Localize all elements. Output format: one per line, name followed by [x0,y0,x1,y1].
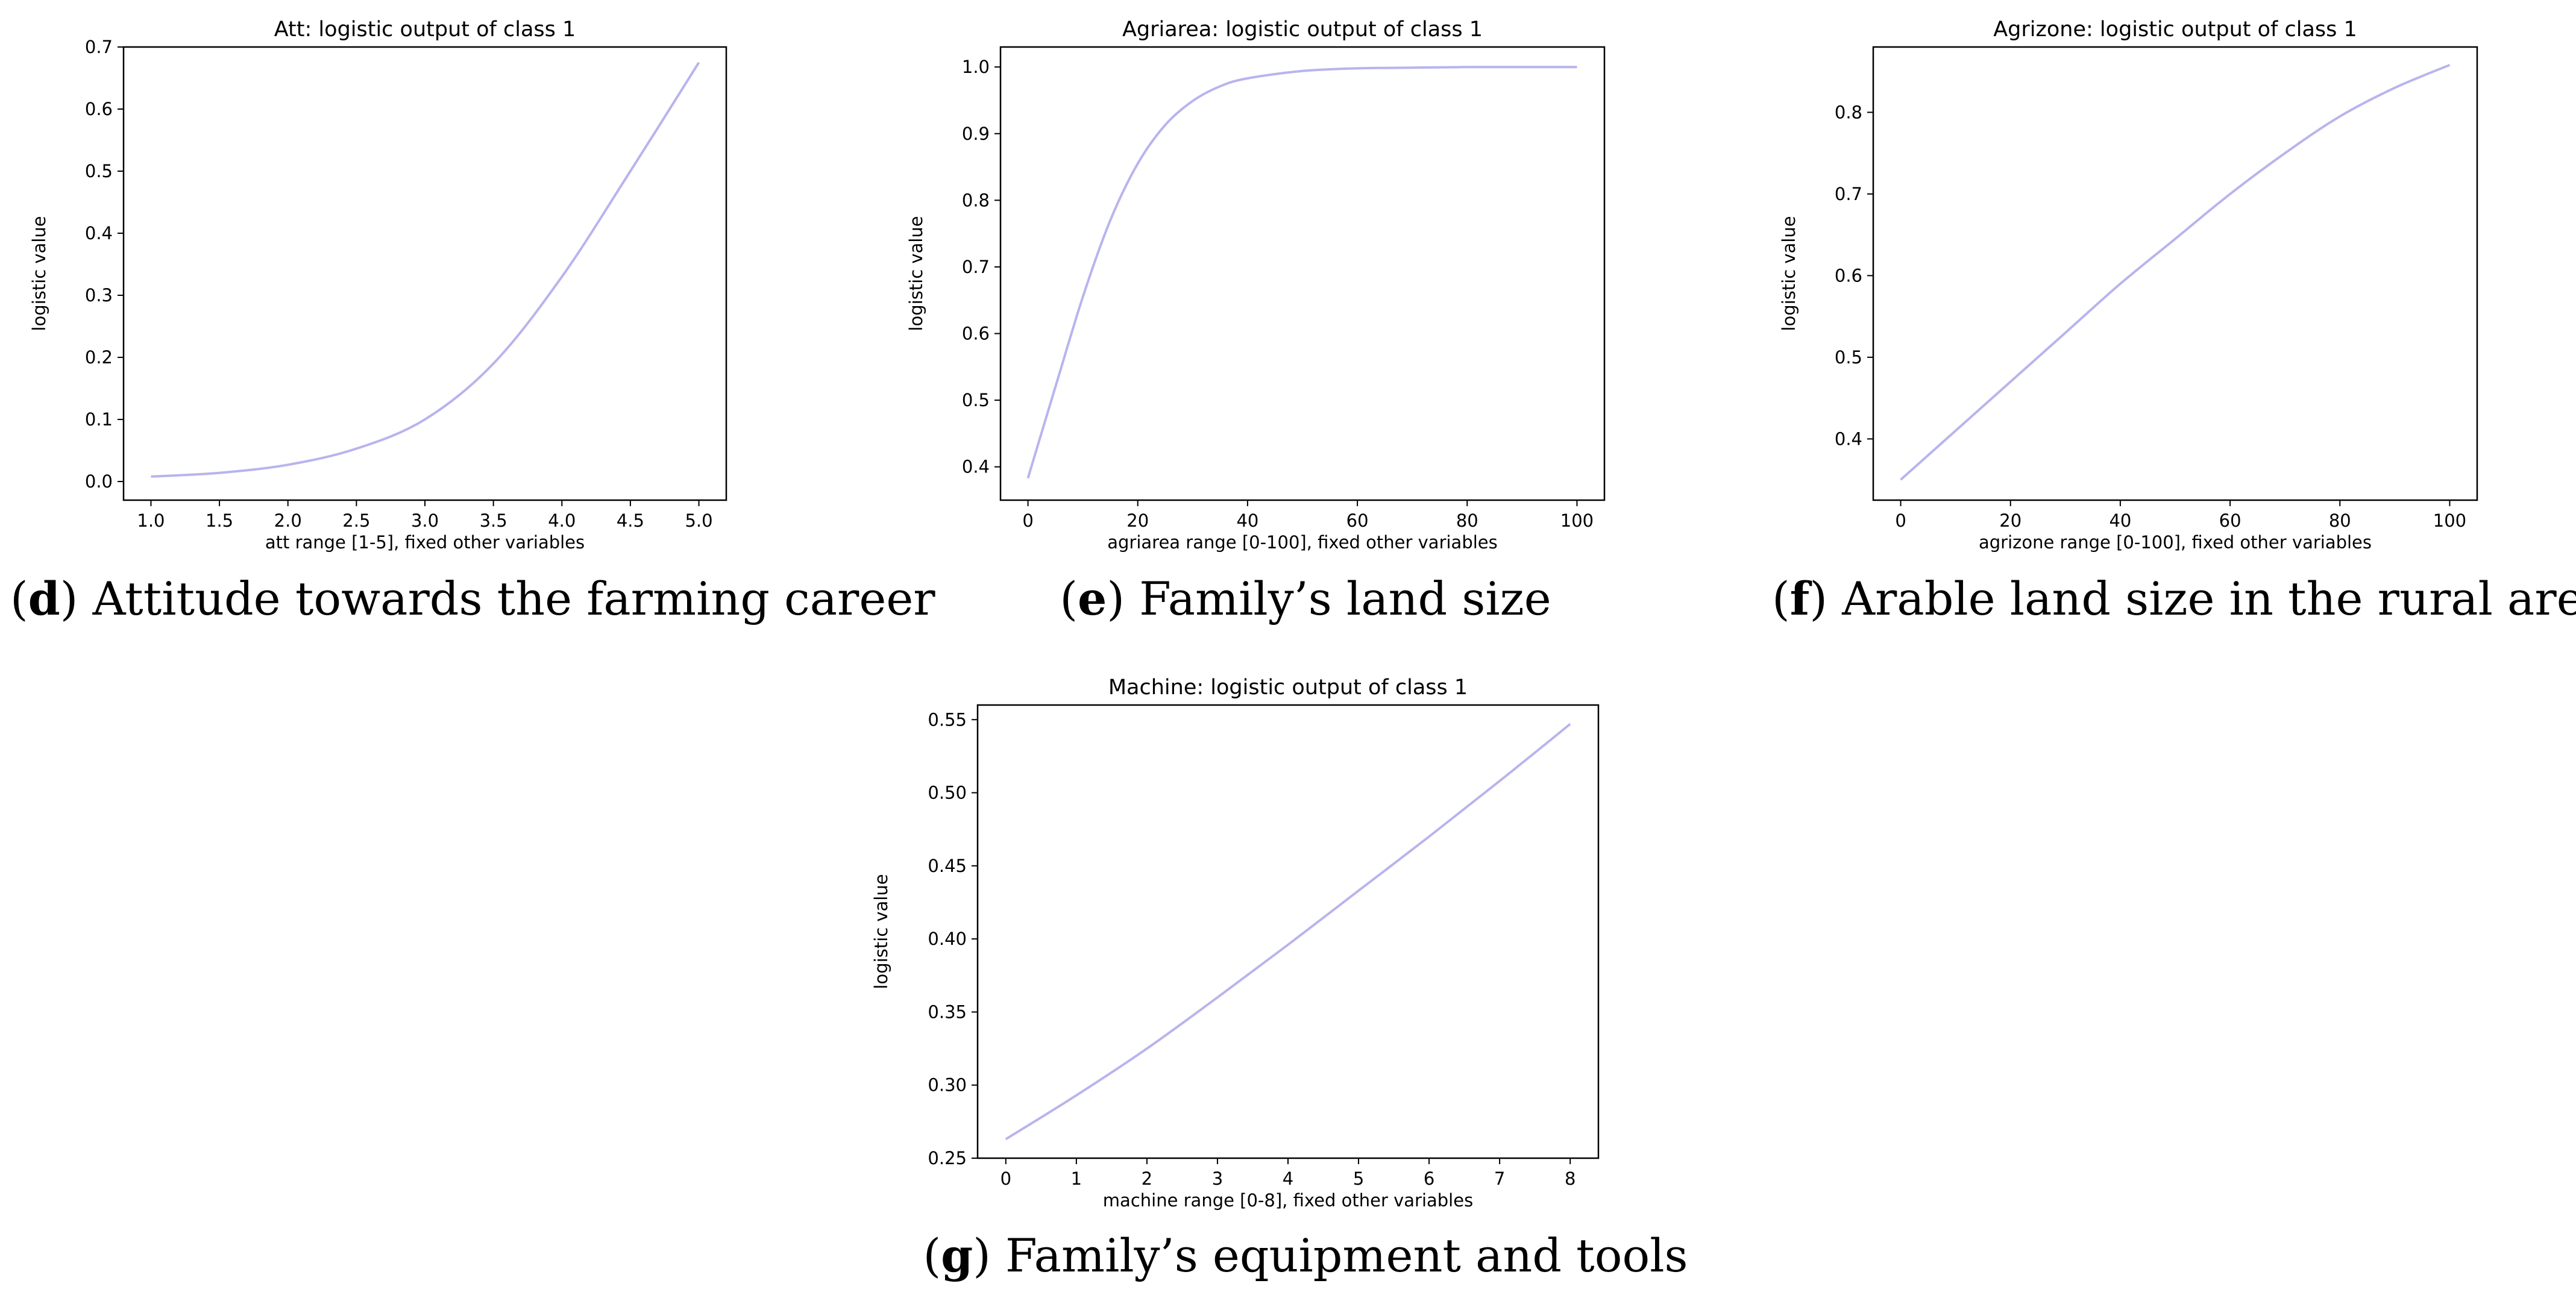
y-tick-label: 0.4 [962,457,990,477]
x-tick-label: 8 [1565,1168,1575,1189]
x-axis-label: agriarea range [0-100], fixed other vari… [1107,532,1498,553]
y-tick-label: 0.0 [85,471,113,492]
x-tick-label: 20 [1126,510,1149,531]
x-tick-label: 80 [2329,510,2351,531]
y-tick-label: 1.0 [962,57,990,77]
y-tick-label: 0.5 [1835,347,1862,368]
x-tick-label: 4 [1283,1168,1293,1189]
x-tick-label: 2 [1142,1168,1152,1189]
y-tick-label: 0.8 [962,190,990,210]
panel-g-machine: Machine: logistic output of class 1 0 1 2 3 4… [871,676,1688,1282]
caption-letter: g [941,1229,973,1282]
y-tick-label: 0.7 [962,257,990,277]
x-tick-label: 6 [1424,1168,1434,1189]
caption-text: ) Attitude towards the farming career [60,572,936,625]
x-tick-label: 100 [2433,510,2466,531]
x-axis-label: machine range [0-8], fixed other variabl… [1103,1190,1473,1211]
x-tick-label: 0 [1895,510,1906,531]
y-tick-label: 0.4 [1835,428,1862,449]
x-axis-label: agrizone range [0-100], fixed other vari… [1979,532,2372,553]
chart-title: Agrizone: logistic output of class 1 [1993,17,2357,42]
panel-d-attitude: Att: logistic output of class 1 1.0 1.5 2.0… [10,17,935,625]
chart-title: Att: logistic output of class 1 [274,17,576,42]
x-tick-label: 40 [2109,510,2131,531]
plot-frame [976,704,1600,1159]
panel-caption: (f) Arable land size in the rural area [1772,572,2576,625]
caption-letter: d [28,572,60,625]
x-axis-label: att range [1-5], fixed other variables [265,532,585,553]
x-tick-label: 1.5 [206,510,233,531]
y-tick-label: 0.55 [928,709,967,730]
x-tick-label: 60 [2219,510,2241,531]
x-tick-label: 0 [1001,1168,1011,1189]
x-tick-label: 3.5 [480,510,507,531]
y-tick-label: 0.40 [928,929,967,949]
y-tick-label: 0.7 [85,37,113,57]
x-tick-label: 1.0 [137,510,165,531]
y-axis-label: logistic value [29,216,49,331]
series-line [1005,723,1571,1141]
x-tick-label: 100 [1560,510,1594,531]
y-axis-label: logistic value [1779,216,1799,331]
y-tick-label: 0.35 [928,1002,967,1022]
x-tick-label: 3.0 [411,510,439,531]
x-tick-label: 7 [1494,1168,1505,1189]
x-tick-label: 1 [1071,1168,1082,1189]
x-tick-label: 80 [1456,510,1478,531]
y-tick-label: 0.6 [85,99,113,119]
y-tick-label: 0.3 [85,285,113,306]
x-tick-label: 5 [1353,1168,1364,1189]
y-tick-label: 0.25 [928,1148,967,1168]
caption-text: ) Arable land size in the rural area [1809,572,2576,625]
x-tick-label: 4.5 [617,510,644,531]
x-tick-label: 5.0 [685,510,712,531]
x-tick-label: 60 [1346,510,1369,531]
x-tick-label: 3 [1212,1168,1223,1189]
chart-title: Agriarea: logistic output of class 1 [1122,17,1483,42]
y-tick-label: 0.6 [1835,265,1862,286]
panel-caption: (g) Family’s equipment and tools [923,1229,1688,1282]
x-tick-label: 2.0 [274,510,302,531]
plot-frame [999,46,1606,501]
y-tick-label: 0.45 [928,856,967,876]
x-tick-label: 20 [1999,510,2022,531]
y-axis-label: logistic value [906,216,926,331]
y-tick-label: 0.5 [962,390,990,410]
x-tick-label: 40 [1236,510,1258,531]
caption-text: ) Family’s land size [1107,572,1551,625]
y-tick-label: 0.6 [962,324,990,344]
x-tick-label: 0 [1022,510,1033,531]
y-tick-label: 0.7 [1835,184,1862,204]
series-line [1026,66,1577,479]
series-line [1900,63,2451,481]
y-tick-label: 0.50 [928,783,967,803]
caption-text: ) Family’s equipment and tools [973,1229,1688,1282]
y-tick-label: 0.2 [85,347,113,368]
series-line [151,61,700,478]
plot-frame [122,46,727,501]
panel-caption: (d) Attitude towards the farming career [10,572,935,625]
x-tick-label: 4.0 [548,510,576,531]
plot-frame [1872,46,2478,501]
y-tick-label: 0.1 [85,409,113,430]
caption-letter: e [1078,572,1107,625]
panel-caption: (e) Family’s land size [1060,572,1551,625]
y-tick-label: 0.4 [85,223,113,243]
panel-e-agriarea: Agriarea: logistic output of class 1 0 20 4… [906,17,1606,625]
x-tick-label: 2.5 [342,510,370,531]
caption-letter: f [1790,572,1812,625]
y-axis-label: logistic value [871,874,891,989]
y-tick-label: 0.5 [85,161,113,181]
y-tick-label: 0.30 [928,1075,967,1096]
chart-title: Machine: logistic output of class 1 [1108,676,1468,700]
y-tick-label: 0.9 [962,124,990,144]
panel-f-agrizone: Agrizone: logistic output of class 1 0 20 4… [1772,17,2576,625]
y-tick-label: 0.8 [1835,102,1862,122]
